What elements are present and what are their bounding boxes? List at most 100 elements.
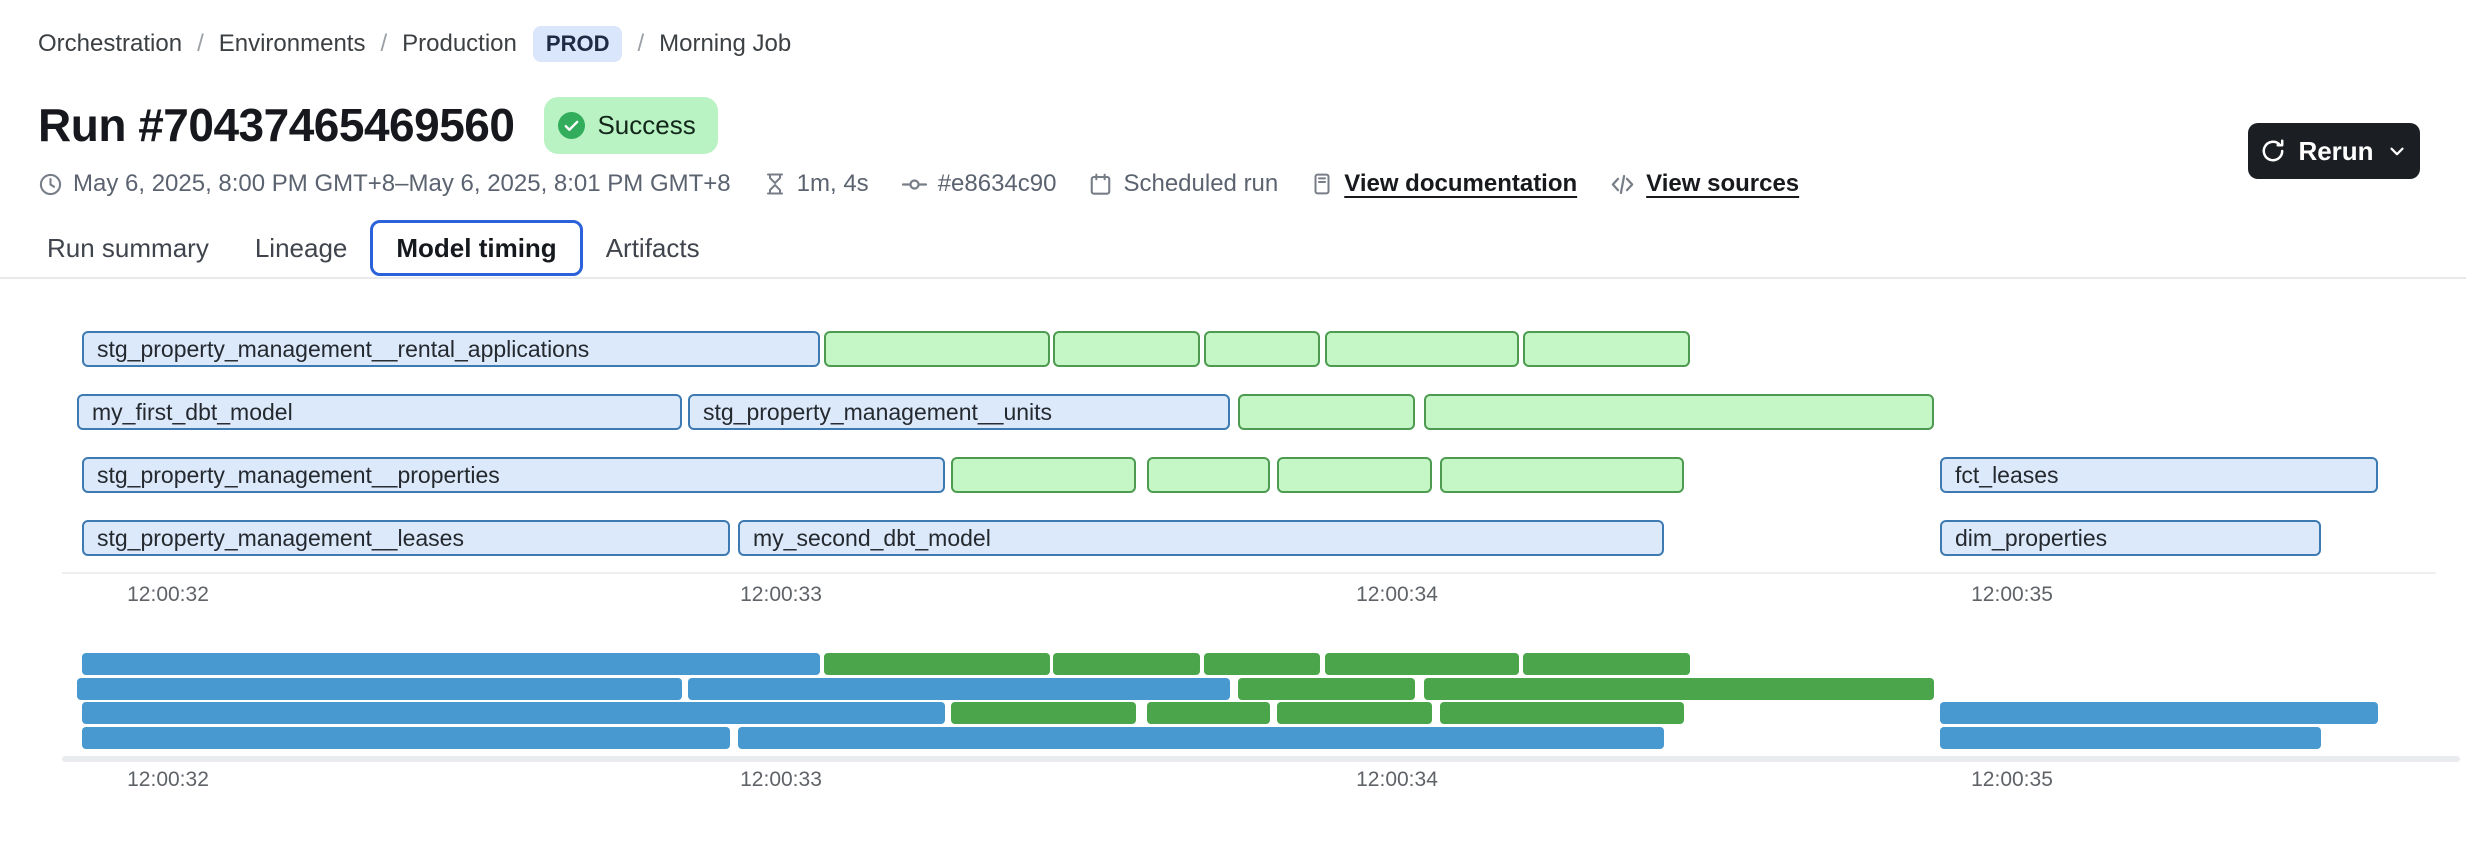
- gantt-bar-label: my_first_dbt_model: [92, 398, 293, 425]
- chevron-down-icon[interactable]: [2386, 140, 2408, 162]
- success-check-icon: [558, 111, 586, 139]
- minimap-bar[interactable]: [1523, 653, 1690, 675]
- gantt-bar-label: my_second_dbt_model: [753, 524, 991, 551]
- minimap-bar[interactable]: [82, 727, 730, 749]
- run-time-range-text: May 6, 2025, 8:00 PM GMT+8–May 6, 2025, …: [73, 170, 731, 197]
- gantt-bar[interactable]: fct_leases: [1940, 457, 2378, 493]
- gantt-bar[interactable]: stg_property_management__leases: [82, 520, 730, 556]
- breadcrumb-separator: /: [380, 30, 388, 57]
- gantt-bar-label: stg_property_management__units: [703, 398, 1053, 425]
- minimap-bar[interactable]: [82, 702, 945, 724]
- axis-tick-label: 12:00:33: [740, 768, 822, 791]
- minimap-bar[interactable]: [77, 678, 682, 700]
- run-trigger: Scheduled run: [1088, 170, 1278, 198]
- gantt-bar-label: fct_leases: [1955, 461, 2059, 488]
- commit-icon: [901, 171, 928, 198]
- view-sources-link[interactable]: View sources: [1646, 170, 1800, 197]
- commit-hash-text[interactable]: #e8634c90: [937, 170, 1057, 197]
- tab-artifacts[interactable]: Artifacts: [605, 232, 700, 263]
- gantt-bar[interactable]: [1147, 457, 1270, 493]
- tabs-divider: [0, 277, 2466, 279]
- rerun-button[interactable]: Rerun: [2248, 123, 2420, 179]
- gantt-bar-label: stg_property_management__rental_applicat…: [97, 335, 590, 362]
- minimap-bar[interactable]: [824, 653, 1050, 675]
- run-duration: 1m, 4s: [763, 170, 869, 198]
- axis-tick-label: 12:00:33: [740, 583, 822, 606]
- gantt-bar[interactable]: [1053, 331, 1200, 367]
- view-documentation: View documentation: [1310, 170, 1577, 198]
- minimap-bar[interactable]: [688, 678, 1230, 700]
- axis-tick-label: 12:00:35: [1971, 768, 2053, 791]
- gantt-bar[interactable]: stg_property_management__units: [688, 394, 1230, 430]
- gantt-bar[interactable]: [1204, 331, 1320, 367]
- gantt-bar[interactable]: stg_property_management__properties: [82, 457, 945, 493]
- gantt-bar[interactable]: [951, 457, 1136, 493]
- minimap-bar[interactable]: [1424, 678, 1934, 700]
- view-documentation-link[interactable]: View documentation: [1344, 170, 1578, 197]
- minimap-bar[interactable]: [1204, 653, 1320, 675]
- minimap-scrollbar[interactable]: [62, 756, 2460, 762]
- axis-tick-label: 12:00:34: [1356, 768, 1438, 791]
- commit-hash: #e8634c90: [901, 170, 1057, 198]
- minimap-bar[interactable]: [1940, 727, 2321, 749]
- minimap-bar[interactable]: [82, 653, 820, 675]
- axis-tick-label: 12:00:32: [127, 583, 209, 606]
- minimap-bar[interactable]: [951, 702, 1136, 724]
- gantt-bar[interactable]: [1523, 331, 1690, 367]
- breadcrumb-environments[interactable]: Environments: [218, 30, 366, 57]
- gantt-bar[interactable]: my_first_dbt_model: [77, 394, 682, 430]
- axis-tick-label: 12:00:34: [1356, 583, 1438, 606]
- breadcrumb-separator: /: [637, 30, 645, 57]
- breadcrumb: Orchestration / Environments / Productio…: [38, 26, 791, 62]
- minimap-bar[interactable]: [1053, 653, 1200, 675]
- minimap-bar[interactable]: [1325, 653, 1519, 675]
- tab-run-summary[interactable]: Run summary: [47, 232, 209, 263]
- run-meta-row: May 6, 2025, 8:00 PM GMT+8–May 6, 2025, …: [38, 168, 1831, 200]
- status-label: Success: [597, 109, 696, 140]
- minimap-bar[interactable]: [1277, 702, 1432, 724]
- minimap-bar[interactable]: [738, 727, 1664, 749]
- gantt-bar[interactable]: dim_properties: [1940, 520, 2321, 556]
- gantt-bar-label: stg_property_management__properties: [97, 461, 500, 488]
- gantt-bar[interactable]: [1238, 394, 1415, 430]
- gantt-bar[interactable]: [1440, 457, 1684, 493]
- breadcrumb-morning-job[interactable]: Morning Job: [659, 30, 792, 57]
- clock-icon: [38, 172, 63, 197]
- gantt-bar[interactable]: stg_property_management__rental_applicat…: [82, 331, 820, 367]
- environment-prod-badge: PROD: [532, 26, 623, 62]
- view-sources: View sources: [1609, 170, 1799, 198]
- page-title: Run #70437465469560: [38, 99, 515, 151]
- minimap-bar[interactable]: [1238, 678, 1415, 700]
- gantt-bar[interactable]: my_second_dbt_model: [738, 520, 1664, 556]
- run-tabs: Run summary Lineage Model timing Artifac…: [24, 219, 723, 277]
- gantt-bar[interactable]: [1325, 331, 1519, 367]
- calendar-icon: [1088, 172, 1113, 197]
- minimap-bar[interactable]: [1440, 702, 1684, 724]
- run-time-range: May 6, 2025, 8:00 PM GMT+8–May 6, 2025, …: [38, 170, 731, 198]
- document-icon: [1310, 172, 1334, 196]
- minimap-bar[interactable]: [1147, 702, 1270, 724]
- hourglass-icon: [763, 172, 787, 196]
- breadcrumb-separator: /: [197, 30, 204, 57]
- minimap-bar[interactable]: [1940, 702, 2378, 724]
- gantt-bar-label: dim_properties: [1955, 524, 2108, 551]
- run-duration-text: 1m, 4s: [796, 170, 869, 197]
- gantt-bar[interactable]: [824, 331, 1050, 367]
- axis-tick-label: 12:00:32: [127, 768, 209, 791]
- code-icon: [1609, 171, 1636, 198]
- refresh-icon: [2260, 138, 2286, 164]
- status-badge: Success: [544, 96, 718, 154]
- gantt-bar-label: stg_property_management__leases: [97, 524, 464, 551]
- tab-lineage[interactable]: Lineage: [254, 232, 348, 263]
- rerun-label: Rerun: [2298, 135, 2374, 166]
- gantt-axis-line: [62, 572, 2436, 574]
- axis-tick-label: 12:00:35: [1971, 583, 2053, 606]
- gantt-bar[interactable]: [1277, 457, 1432, 493]
- breadcrumb-production[interactable]: Production: [402, 30, 517, 57]
- title-row: Run #70437465469560 Success: [38, 94, 718, 156]
- gantt-bar[interactable]: [1424, 394, 1934, 430]
- tab-model-timing[interactable]: Model timing: [370, 220, 583, 276]
- run-trigger-text: Scheduled run: [1123, 170, 1279, 197]
- breadcrumb-orchestration[interactable]: Orchestration: [38, 30, 183, 57]
